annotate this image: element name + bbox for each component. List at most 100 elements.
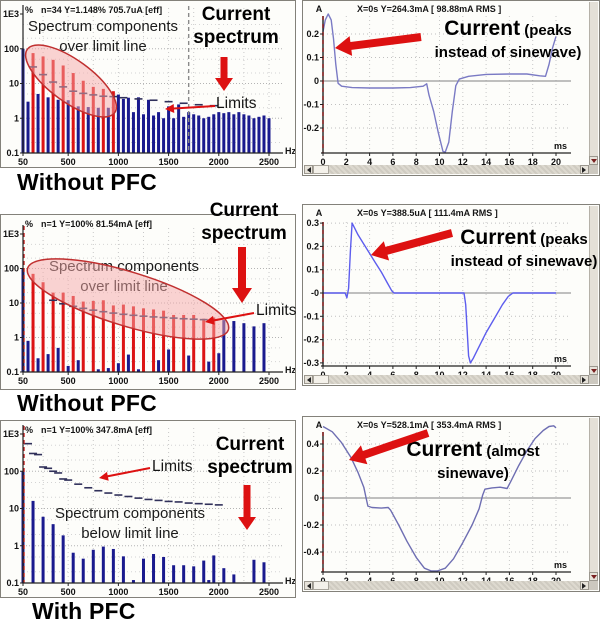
- scroll-right-button[interactable]: [580, 581, 589, 590]
- svg-text:0.2: 0.2: [306, 466, 319, 476]
- svg-text:14: 14: [481, 370, 491, 375]
- svg-text:X=0s Y=264.3mA [ 98.88mA RMS: X=0s Y=264.3mA [ 98.88mA RMS ]: [357, 4, 501, 14]
- svg-text:A: A: [316, 208, 323, 218]
- svg-text:ms: ms: [554, 141, 567, 151]
- scroll-left-button[interactable]: [304, 165, 313, 174]
- arrow-left-icon: [304, 376, 311, 383]
- svg-text:1000: 1000: [108, 157, 128, 167]
- svg-text:10: 10: [9, 79, 19, 89]
- svg-text:16: 16: [504, 576, 514, 581]
- vertical-scrollbar[interactable]: [589, 206, 598, 375]
- caption-without-pfc-2: Without PFC: [17, 390, 157, 416]
- caption-with-pfc: With PFC: [32, 598, 136, 624]
- svg-text:0.4: 0.4: [306, 439, 319, 449]
- svg-text:1E3: 1E3: [3, 229, 19, 239]
- svg-text:n=1 Y=100% 347.8mA [eff]: n=1 Y=100% 347.8mA [eff]: [41, 425, 152, 435]
- annotation-limits-1: Limits: [216, 95, 257, 112]
- svg-text:1E3: 1E3: [3, 429, 19, 439]
- scrollbar-track[interactable]: [329, 165, 580, 174]
- svg-text:16: 16: [504, 157, 514, 165]
- current-waveform-chart-1: 0.2 0.1 0 -0.1 -0.2 0 2 4 6 8 10 12 14 16 18 20 ms A X=0s …: [303, 4, 571, 165]
- horizontal-scrollbar[interactable]: [304, 375, 589, 384]
- svg-text:50: 50: [18, 587, 28, 597]
- arrow-down-icon: [590, 158, 597, 166]
- annotation-current-spectrum-2: Current spectrum: [196, 199, 292, 245]
- svg-text:50: 50: [18, 376, 28, 386]
- scroll-left-button[interactable]: [304, 581, 313, 590]
- svg-text:2000: 2000: [209, 376, 229, 386]
- svg-text:ms: ms: [554, 560, 567, 570]
- arrow-left-icon: [304, 582, 311, 589]
- svg-text:12: 12: [458, 157, 468, 165]
- vertical-scrollbar[interactable]: [589, 2, 598, 165]
- annotation-text: below limit line: [81, 525, 179, 542]
- annotation-text: spectrum: [201, 223, 287, 244]
- svg-text:-0: -0: [311, 288, 319, 298]
- svg-text:Hz: Hz: [285, 365, 295, 375]
- scrollbar-corner: [589, 581, 598, 590]
- svg-text:0: 0: [314, 76, 319, 86]
- svg-text:12: 12: [458, 370, 468, 375]
- svg-text:10: 10: [9, 504, 19, 514]
- svg-text:0.1: 0.1: [6, 578, 19, 588]
- annotation-text: (peaks: [520, 22, 572, 39]
- annotation-current-spectrum-3: Current spectrum: [202, 433, 298, 479]
- scroll-down-button[interactable]: [589, 572, 598, 581]
- scrollbar-thumb[interactable]: [313, 375, 329, 384]
- svg-text:1000: 1000: [108, 376, 128, 386]
- svg-text:A: A: [316, 420, 323, 430]
- svg-text:X=0s Y=528.1mA [ 353.4mA RMS: X=0s Y=528.1mA [ 353.4mA RMS ]: [357, 420, 501, 430]
- annotation-text: over limit line: [80, 278, 168, 295]
- arrow-right-icon: [582, 582, 589, 589]
- scrollbar-thumb[interactable]: [313, 165, 329, 174]
- svg-text:0: 0: [314, 493, 319, 503]
- svg-text:n=34 Y=1.148% 705.7uA [eff]: n=34 Y=1.148% 705.7uA [eff]: [41, 5, 162, 15]
- svg-text:Hz: Hz: [285, 146, 295, 156]
- svg-text:6: 6: [390, 576, 395, 581]
- annotation-text: Spectrum components: [48, 258, 200, 275]
- svg-text:-0.1: -0.1: [303, 311, 319, 321]
- svg-text:1: 1: [14, 113, 19, 123]
- svg-text:500: 500: [61, 376, 76, 386]
- scroll-right-button[interactable]: [580, 165, 589, 174]
- annotation-text: (peaks: [536, 231, 588, 248]
- annotation-current-wave-2: Current (peaks instead of sinewave): [444, 226, 600, 270]
- vertical-scrollbar[interactable]: [589, 418, 598, 581]
- svg-text:0: 0: [320, 157, 325, 165]
- horizontal-scrollbar[interactable]: [304, 165, 589, 174]
- annotation-text: instead of sinewave): [434, 44, 582, 61]
- svg-text:12: 12: [458, 576, 468, 581]
- horizontal-scrollbar[interactable]: [304, 581, 589, 590]
- svg-text:2500: 2500: [259, 376, 279, 386]
- svg-text:16: 16: [504, 370, 514, 375]
- scrollbar-track[interactable]: [329, 581, 580, 590]
- annotation-limits-3: Limits: [152, 458, 193, 475]
- svg-text:1: 1: [14, 541, 19, 551]
- annotation-text: sinewave): [437, 465, 509, 482]
- scrollbar-track[interactable]: [329, 375, 580, 384]
- svg-text:8: 8: [414, 576, 419, 581]
- arrow-right-icon: [582, 376, 589, 383]
- svg-text:2: 2: [344, 157, 349, 165]
- svg-text:-0.2: -0.2: [303, 520, 319, 530]
- svg-text:100: 100: [4, 264, 19, 274]
- scrollbar-corner: [589, 165, 598, 174]
- svg-text:X=0s Y=388.5uA [ 111.4mA RMS: X=0s Y=388.5uA [ 111.4mA RMS ]: [357, 208, 498, 218]
- svg-text:0.1: 0.1: [6, 367, 19, 377]
- svg-text:10: 10: [434, 157, 444, 165]
- svg-text:n=1 Y=100% 81.54mA [eff]: n=1 Y=100% 81.54mA [eff]: [41, 219, 152, 229]
- svg-text:2: 2: [344, 576, 349, 581]
- caption-without-pfc-1: Without PFC: [17, 169, 157, 195]
- arrow-down-icon: [590, 574, 597, 582]
- svg-text:0: 0: [320, 576, 325, 581]
- scroll-down-button[interactable]: [589, 366, 598, 375]
- scrollbar-thumb[interactable]: [313, 581, 329, 590]
- scroll-down-button[interactable]: [589, 156, 598, 165]
- scroll-right-button[interactable]: [580, 375, 589, 384]
- scroll-left-button[interactable]: [304, 375, 313, 384]
- arrow-right-icon: [582, 166, 589, 173]
- svg-text:20: 20: [551, 576, 561, 581]
- annotation-text: Current: [209, 200, 279, 221]
- svg-text:100: 100: [4, 466, 19, 476]
- svg-text:18: 18: [528, 576, 538, 581]
